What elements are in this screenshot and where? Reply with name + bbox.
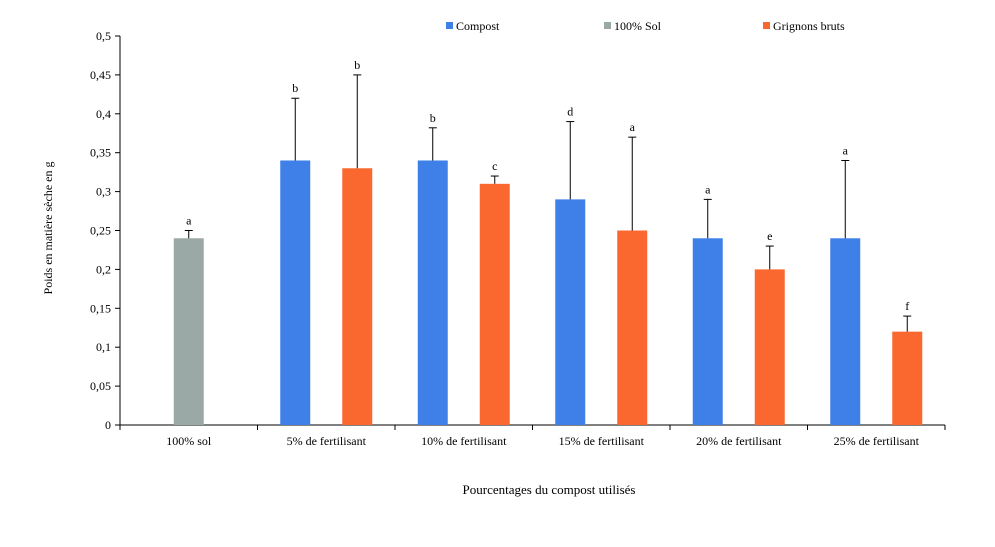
significance-letter: e bbox=[767, 229, 772, 243]
y-tick-label: 0,2 bbox=[96, 262, 111, 276]
significance-letter: a bbox=[186, 214, 192, 228]
x-tick-label: 100% sol bbox=[166, 434, 212, 448]
bar bbox=[830, 238, 861, 425]
y-tick-label: 0,4 bbox=[96, 107, 111, 121]
significance-letter: b bbox=[292, 81, 298, 95]
x-tick-label: 5% de fertilisant bbox=[287, 434, 367, 448]
bar bbox=[617, 230, 648, 425]
y-axis-title: Poids en matière sèche en g bbox=[41, 162, 55, 295]
bar bbox=[417, 160, 448, 426]
bar bbox=[173, 238, 204, 425]
y-tick-label: 0,15 bbox=[90, 301, 111, 315]
legend-label: 100% Sol bbox=[614, 19, 662, 33]
y-tick-label: 0 bbox=[105, 418, 111, 432]
significance-letter: d bbox=[567, 105, 573, 119]
y-tick-label: 0,25 bbox=[90, 224, 111, 238]
bar bbox=[342, 168, 373, 425]
significance-letter: c bbox=[492, 159, 497, 173]
bar bbox=[479, 183, 510, 425]
significance-letter: f bbox=[905, 299, 909, 313]
bar bbox=[892, 331, 923, 425]
y-tick-label: 0,45 bbox=[90, 68, 111, 82]
x-axis-title: Pourcentages du compost utilisés bbox=[463, 482, 636, 497]
legend-swatch bbox=[446, 22, 453, 29]
x-tick-label: 20% de fertilisant bbox=[696, 434, 782, 448]
x-tick-label: 15% de fertilisant bbox=[559, 434, 645, 448]
x-tick-label: 10% de fertilisant bbox=[421, 434, 507, 448]
legend-label: Grignons bruts bbox=[773, 19, 845, 33]
legend-swatch bbox=[604, 22, 611, 29]
bar bbox=[555, 199, 586, 425]
y-tick-label: 0,1 bbox=[96, 340, 111, 354]
bar bbox=[280, 160, 311, 426]
y-tick-label: 0,3 bbox=[96, 185, 111, 199]
bar bbox=[692, 238, 723, 425]
bar bbox=[754, 269, 785, 425]
legend-label: Compost bbox=[456, 19, 500, 33]
significance-letter: a bbox=[843, 143, 849, 157]
y-tick-label: 0,05 bbox=[90, 379, 111, 393]
significance-letter: b bbox=[354, 58, 360, 72]
significance-letter: a bbox=[705, 182, 711, 196]
legend-swatch bbox=[763, 22, 770, 29]
significance-letter: a bbox=[630, 120, 636, 134]
x-tick-label: 25% de fertilisant bbox=[834, 434, 920, 448]
significance-letter: b bbox=[430, 111, 436, 125]
y-tick-label: 0,5 bbox=[96, 29, 111, 43]
y-tick-label: 0,35 bbox=[90, 146, 111, 160]
